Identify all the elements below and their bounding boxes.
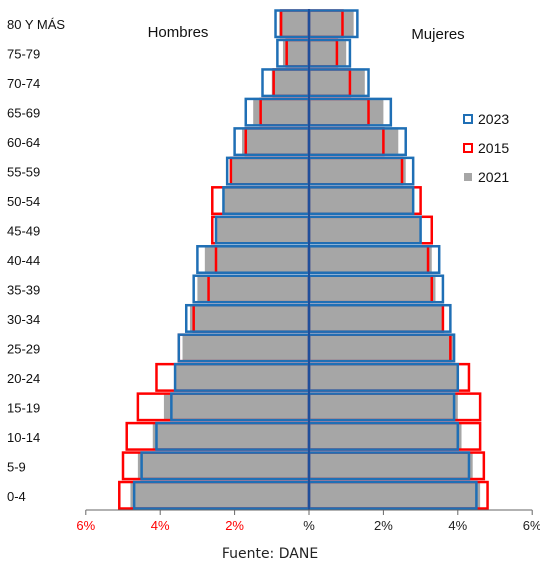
bar-2021-men-60-64: [242, 127, 309, 156]
y-tick-label: 60-64: [7, 135, 40, 150]
bar-2021-men-55-59: [230, 156, 309, 186]
x-tick-label: 4%: [151, 518, 170, 533]
x-tick-label: 4%: [448, 518, 467, 533]
bar-2021-men-70-74: [271, 68, 309, 97]
y-tick-label: 15-19: [7, 400, 40, 415]
legend-label-2015: 2015: [478, 140, 509, 156]
y-tick-label: 55-59: [7, 165, 40, 180]
bar-2021-women-10-14: [309, 422, 462, 451]
bar-2021-men-65-69: [253, 97, 309, 127]
x-tick-label: 2%: [374, 518, 393, 533]
bar-2021-women-70-74: [309, 68, 365, 97]
bar-2021-men-10-14: [152, 422, 309, 451]
x-tick-label: 6%: [523, 518, 540, 533]
bar-2021-men-40-44: [204, 245, 309, 274]
bar-2021-women-35-39: [309, 274, 436, 304]
mujeres-label: Mujeres: [411, 26, 464, 43]
bar-2021-women-75-79: [309, 38, 347, 68]
x-axis-ticks: 6% 4% 2%% 2% 4% 6%: [76, 510, 540, 533]
hombres-label: Hombres: [148, 24, 209, 41]
y-tick-label: 0-4: [7, 489, 26, 504]
legend: 2023 2015 2021: [463, 111, 509, 185]
bar-2021-women-25-29: [309, 333, 455, 363]
y-tick-label: 75-79: [7, 47, 40, 62]
source-caption: Fuente: DANE: [221, 546, 319, 562]
bar-2021-men-20-24: [175, 363, 309, 392]
bar-2021-women-55-59: [309, 156, 406, 186]
bar-2021-men-50-54: [223, 186, 309, 215]
bar-2021-women-45-49: [309, 215, 421, 245]
y-tick-label: 20-24: [7, 371, 40, 386]
bar-2021-women-80 Y MÁS: [309, 9, 354, 38]
y-tick-label: 70-74: [7, 76, 40, 91]
bar-2021-women-5-9: [309, 451, 473, 481]
bar-2021-men-45-49: [216, 215, 309, 245]
bar-2021-men-25-29: [182, 333, 309, 363]
bar-2021-women-40-44: [309, 245, 432, 274]
bar-2021-women-20-24: [309, 363, 458, 392]
legend-label-2023: 2023: [478, 111, 509, 127]
bar-2021-women-15-19: [309, 392, 458, 422]
y-tick-label: 10-14: [7, 430, 40, 445]
x-tick-label: 6%: [76, 518, 95, 533]
y-tick-label: 50-54: [7, 194, 40, 209]
legend-label-2021: 2021: [478, 169, 509, 185]
bar-2021-women-65-69: [309, 97, 384, 127]
legend-swatch-2015: [463, 143, 473, 153]
bar-2021-men-15-19: [163, 392, 309, 422]
y-tick-label: 5-9: [7, 459, 26, 474]
bar-2021-women-0-4: [309, 481, 481, 510]
legend-swatch-2023: [463, 114, 473, 124]
series-2021-bars: [130, 9, 481, 510]
bar-2021-women-30-34: [309, 304, 443, 333]
bar-2021-men-5-9: [137, 451, 309, 481]
y-tick-label: 30-34: [7, 312, 40, 327]
y-tick-label: 35-39: [7, 282, 40, 297]
y-tick-label: 40-44: [7, 253, 40, 268]
legend-swatch-2021: [464, 173, 472, 181]
bar-2021-men-80 Y MÁS: [279, 9, 309, 38]
bar-2021-men-35-39: [197, 274, 309, 304]
x-tick-label: 2%: [225, 518, 244, 533]
y-tick-label: 80 Y MÁS: [7, 17, 65, 32]
y-axis-labels: 0-4 5-9 10-14 15-19 20-24 25-29 30-34 35-39 40-4…: [7, 17, 65, 504]
y-tick-label: 45-49: [7, 224, 40, 239]
bar-2021-men-30-34: [189, 304, 309, 333]
x-tick-label: %: [303, 518, 315, 533]
bar-2021-women-60-64: [309, 127, 399, 156]
bar-2021-men-0-4: [130, 481, 309, 510]
y-tick-label: 25-29: [7, 341, 40, 356]
bar-2021-women-50-54: [309, 186, 414, 215]
y-tick-label: 65-69: [7, 106, 40, 121]
